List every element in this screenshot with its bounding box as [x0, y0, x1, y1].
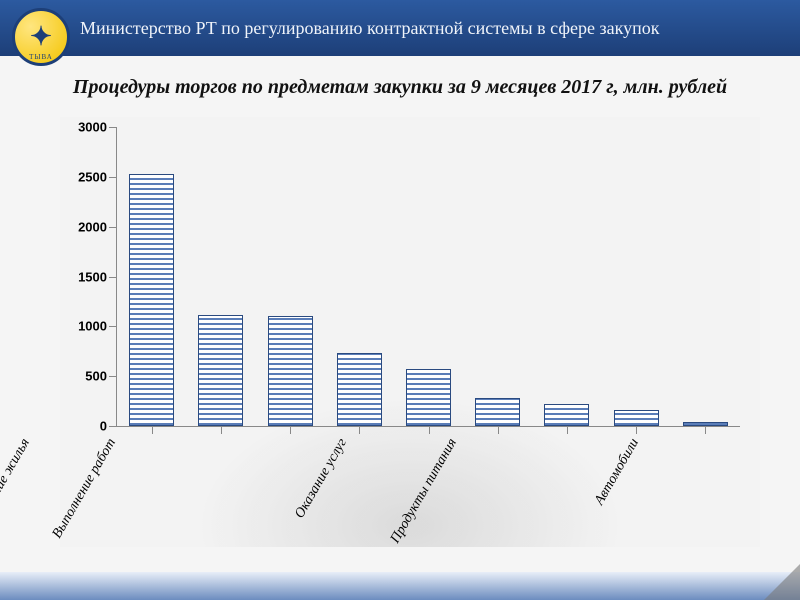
- y-tick-label: 3000: [78, 120, 107, 135]
- emblem-icon: ✦: [30, 22, 52, 52]
- bar-fill: [129, 174, 174, 426]
- chart-area: 0 500 1000 1500 2000 2500 3000 2532.5 1113.5 1106…: [60, 117, 760, 547]
- bar: 1106.7: [268, 316, 313, 426]
- bar-fill: [614, 410, 659, 426]
- bar: 1113.5: [198, 315, 243, 426]
- bar-fill: [198, 315, 243, 426]
- x-tick: [359, 426, 360, 434]
- y-tick: [109, 177, 117, 178]
- page-corner-fold-icon: [764, 564, 800, 600]
- y-tick: [109, 227, 117, 228]
- bar: 571.7: [406, 369, 451, 426]
- y-tick: [109, 376, 117, 377]
- chart-title: Процедуры торгов по предметам закупки за…: [0, 56, 800, 107]
- y-tick: [109, 127, 117, 128]
- x-tick: [429, 426, 430, 434]
- y-tick-label: 1500: [78, 269, 107, 284]
- x-tick: [152, 426, 153, 434]
- plot-area: 0500100015002000250030002532.51113.51106…: [116, 127, 740, 427]
- header-bar: Министерство РТ по регулированию контрак…: [0, 0, 800, 56]
- x-tick: [567, 426, 568, 434]
- bar-fill: [337, 353, 382, 426]
- header-text: Министерство РТ по регулированию контрак…: [80, 18, 659, 39]
- bar: 223.8: [544, 404, 589, 426]
- bar: 2532.5: [129, 174, 174, 426]
- x-tick: [705, 426, 706, 434]
- bar-fill: [544, 404, 589, 426]
- bar: 280.9: [475, 398, 520, 426]
- y-tick: [109, 326, 117, 327]
- y-tick-label: 500: [85, 369, 107, 384]
- emblem-logo: ✦ ТЫВА: [12, 8, 70, 66]
- bar: 735.8: [337, 353, 382, 426]
- y-tick-label: 2000: [78, 219, 107, 234]
- x-tick: [221, 426, 222, 434]
- y-tick: [109, 277, 117, 278]
- footer-gradient: [0, 572, 800, 600]
- x-tick: [636, 426, 637, 434]
- y-tick-label: 0: [100, 419, 107, 434]
- bar: 158.6: [614, 410, 659, 426]
- y-tick: [109, 426, 117, 427]
- x-tick: [290, 426, 291, 434]
- bar-fill: [475, 398, 520, 426]
- y-tick-label: 1000: [78, 319, 107, 334]
- emblem-label: ТЫВА: [15, 53, 67, 61]
- bar-fill: [406, 369, 451, 426]
- x-tick: [498, 426, 499, 434]
- y-tick-label: 2500: [78, 169, 107, 184]
- bar-fill: [268, 316, 313, 426]
